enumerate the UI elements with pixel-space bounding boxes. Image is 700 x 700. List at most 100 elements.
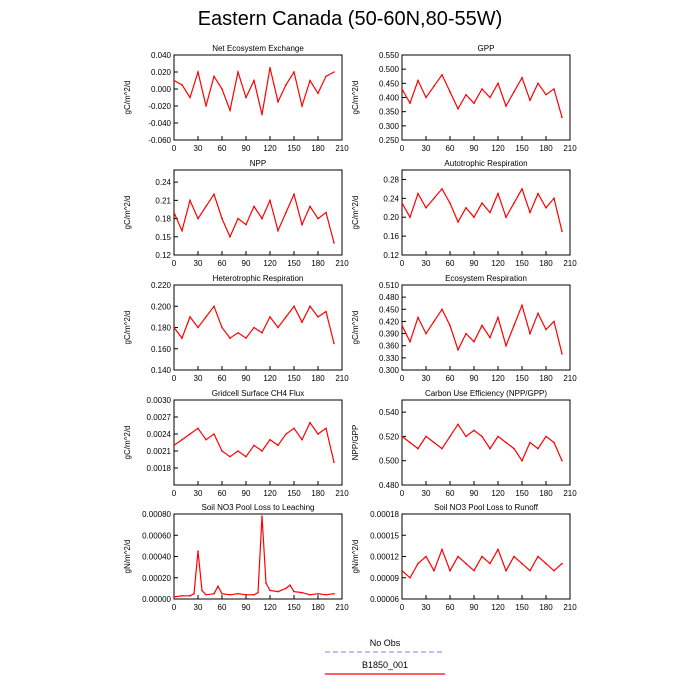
panel-title: Gridcell Surface CH4 Flux (212, 389, 304, 398)
y-tick-label: 0.200 (151, 302, 172, 311)
data-point (181, 337, 183, 339)
data-point (545, 562, 547, 565)
data-point (269, 438, 271, 441)
y-tick-label: 0.00012 (370, 553, 399, 562)
data-point (401, 435, 403, 438)
data-point (441, 447, 443, 450)
x-tick-label: 30 (422, 489, 431, 498)
data-point (189, 199, 191, 202)
y-tick-label: 0.21 (155, 196, 171, 205)
data-point (217, 585, 219, 588)
y-tick-label: 0.00006 (370, 595, 399, 604)
data-point (257, 591, 259, 594)
legend-label-no-obs: No Obs (369, 638, 401, 648)
panel-title: Soil NO3 Pool Loss to Runoff (434, 503, 539, 512)
y-tick-label: 0.040 (151, 51, 172, 60)
data-point (505, 216, 507, 219)
data-point (205, 205, 207, 208)
data-point (269, 589, 271, 592)
data-point (457, 555, 459, 558)
y-tick-label: 0.0021 (147, 447, 172, 456)
x-tick-label: 210 (335, 144, 349, 153)
chart-panel: Net Ecosystem Exchange gC/m^2/d 0 30 60 90 120… (123, 44, 349, 153)
x-tick-label: 60 (218, 489, 227, 498)
data-point (561, 562, 563, 565)
x-tick-label: 90 (242, 489, 251, 498)
data-point (213, 592, 215, 595)
data-point (245, 337, 247, 339)
data-point (433, 320, 435, 323)
data-point (481, 324, 483, 327)
x-tick-label: 90 (470, 374, 479, 383)
data-point (189, 316, 191, 318)
y-tick-label: 0.360 (379, 342, 400, 351)
x-tick-label: 210 (563, 144, 577, 153)
data-point (253, 79, 255, 82)
y-axis-label: gC/m^2/d (351, 311, 360, 345)
data-point (401, 324, 403, 327)
data-point (285, 316, 287, 318)
y-tick-label: 0.180 (151, 324, 172, 333)
data-point (205, 316, 207, 318)
data-point (221, 217, 223, 220)
y-axis-label: gC/m^2/d (123, 311, 132, 345)
data-point (325, 427, 327, 430)
x-tick-label: 30 (422, 259, 431, 268)
x-tick-label: 90 (242, 259, 251, 268)
x-tick-label: 150 (515, 259, 529, 268)
y-tick-label: 0.00015 (370, 531, 399, 540)
x-tick-label: 60 (446, 489, 455, 498)
data-point (213, 305, 215, 308)
data-point (237, 71, 239, 73)
data-point (245, 223, 247, 226)
data-point (497, 192, 499, 195)
data-point (425, 96, 427, 99)
x-tick-label: 30 (194, 259, 203, 268)
data-point (441, 188, 443, 190)
x-tick-label: 120 (263, 374, 277, 383)
data-point (529, 332, 531, 335)
data-point (481, 88, 483, 90)
data-point (293, 305, 295, 308)
y-tick-label: 0.520 (379, 432, 400, 441)
data-point (325, 310, 327, 313)
x-tick-label: 180 (311, 144, 325, 153)
x-tick-label: 0 (400, 489, 405, 498)
data-point (505, 344, 507, 347)
x-tick-label: 150 (515, 144, 529, 153)
y-tick-label: 0.00080 (142, 510, 171, 519)
x-tick-label: 90 (470, 259, 479, 268)
x-tick-label: 0 (172, 603, 177, 612)
x-tick-label: 180 (539, 144, 553, 153)
x-tick-label: 0 (172, 489, 177, 498)
data-point (197, 71, 199, 73)
y-tick-label: 0.24 (383, 194, 399, 203)
data-point (245, 96, 247, 99)
data-point (261, 332, 263, 334)
data-point (489, 447, 491, 450)
data-point (333, 242, 335, 244)
data-point (481, 555, 483, 558)
y-tick-label: 0.00009 (370, 574, 399, 583)
data-point (293, 193, 295, 196)
x-tick-label: 150 (287, 374, 301, 383)
data-point (229, 337, 231, 339)
x-tick-label: 60 (218, 259, 227, 268)
data-point (205, 593, 207, 596)
data-point (457, 221, 459, 223)
y-tick-label: 0.24 (155, 178, 171, 187)
data-point (189, 595, 191, 597)
x-tick-label: 150 (287, 603, 301, 612)
data-point (497, 548, 499, 551)
x-tick-label: 120 (491, 144, 505, 153)
data-point (325, 211, 327, 214)
data-point (537, 447, 539, 450)
x-tick-label: 90 (242, 374, 251, 383)
plot-frame (173, 54, 343, 141)
plot-frame (173, 399, 343, 486)
y-axis-label: gC/m^2/d (123, 426, 132, 460)
data-point (301, 438, 303, 441)
data-point (309, 305, 311, 308)
y-axis-label: NPP/GPP (351, 425, 360, 461)
